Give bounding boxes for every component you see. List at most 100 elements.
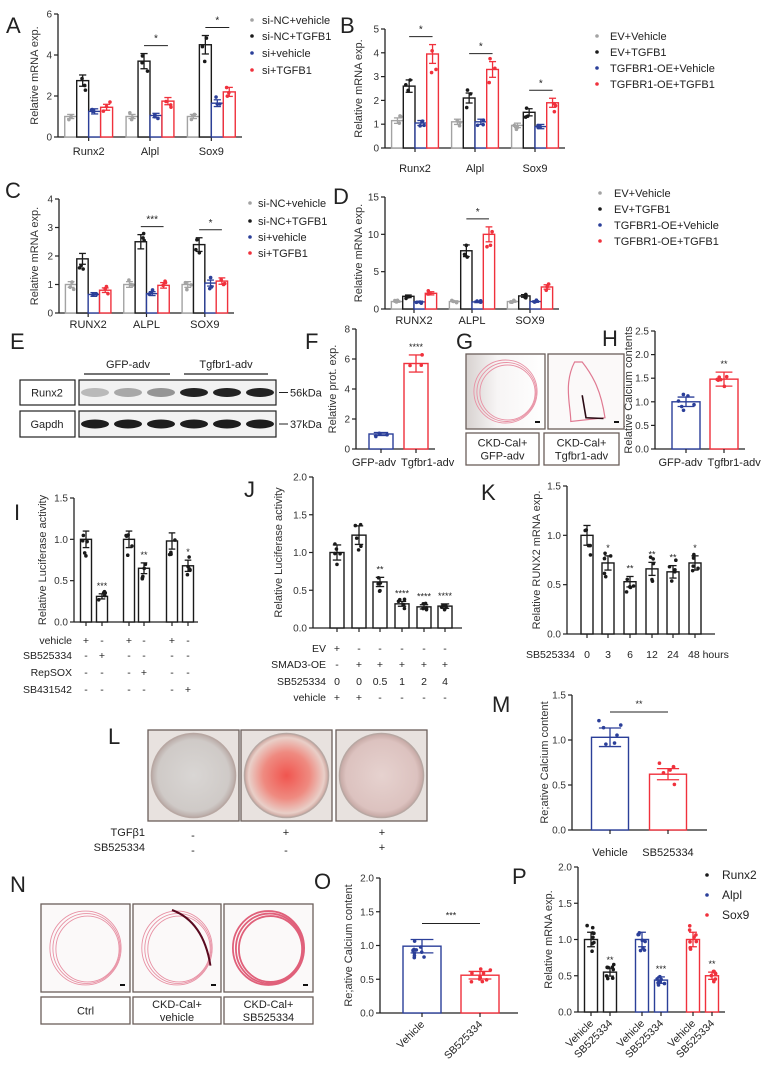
caption-text: vehicle — [160, 1012, 194, 1024]
data-point — [200, 44, 205, 49]
data-point — [106, 291, 110, 296]
data-point — [638, 948, 643, 953]
data-point — [602, 556, 607, 561]
bar — [145, 292, 159, 314]
y-tick-label: 2 — [344, 415, 350, 426]
treatment-mark: + — [379, 827, 385, 839]
data-point — [469, 979, 474, 984]
scale-bar — [211, 984, 216, 986]
data-point — [696, 566, 700, 571]
protein-band — [246, 388, 274, 397]
data-point — [601, 725, 606, 730]
bar — [149, 114, 163, 138]
data-point — [402, 606, 407, 611]
significance-label: * — [209, 218, 213, 229]
data-point — [512, 123, 517, 128]
data-point — [650, 579, 655, 583]
legend-label: TGFBR1-OE+Vehicle — [610, 63, 715, 75]
significance-label: ** — [626, 563, 634, 573]
panel-letter: A — [6, 13, 21, 38]
significance-label: **** — [409, 342, 424, 352]
data-point — [408, 363, 412, 368]
x-category-label: Alpl — [141, 146, 159, 158]
data-point — [84, 554, 88, 558]
bar — [210, 102, 224, 138]
bar — [215, 280, 229, 314]
caption-text: SB525334 — [243, 1012, 294, 1024]
data-point — [512, 298, 516, 303]
data-point — [125, 553, 130, 558]
bar — [402, 85, 416, 149]
data-point — [487, 80, 491, 85]
data-point — [140, 54, 145, 58]
y-tick-label: 1.5 — [293, 510, 307, 521]
y-axis-label: Relative mRNA exp. — [29, 207, 41, 305]
data-point — [465, 255, 470, 259]
data-point — [421, 606, 425, 611]
data-point — [605, 965, 609, 970]
legend-marker — [598, 239, 602, 243]
condition-mark: - — [142, 684, 146, 696]
caption-box — [543, 432, 620, 466]
data-point — [219, 278, 223, 282]
data-point — [356, 548, 361, 552]
y-axis-label: Relative mRNA exp. — [543, 890, 555, 988]
data-point — [419, 363, 424, 368]
data-point — [420, 353, 424, 357]
panel-j-chart: J 0.0 0.5 1.0 1.5 2.0 Relative Luciferase acti… — [244, 473, 462, 704]
vessel-wall — [479, 364, 536, 421]
legend-marker — [248, 251, 252, 255]
data-point — [605, 976, 610, 981]
data-point — [458, 120, 462, 125]
data-point — [490, 229, 494, 234]
bar — [64, 115, 78, 138]
data-point — [508, 300, 513, 304]
data-point — [142, 566, 147, 571]
data-point — [538, 124, 543, 129]
data-point — [376, 576, 381, 580]
caption-text: CKD-Cal+ — [152, 999, 202, 1011]
data-point — [108, 100, 112, 104]
data-point — [628, 585, 632, 589]
legend-label: si-NC+vehicle — [258, 198, 326, 210]
significance-label: * — [539, 78, 543, 89]
condition-mark: - — [443, 643, 447, 655]
data-point — [687, 923, 692, 928]
data-point — [140, 60, 144, 65]
x-category-label: ALPL — [459, 315, 486, 327]
condition-row-label: SB525334 — [23, 650, 72, 662]
legend-marker — [250, 51, 254, 55]
data-point — [457, 123, 462, 128]
caption-box — [40, 996, 131, 1025]
y-tick-label: 5 — [373, 25, 379, 36]
legend-label: Sox9 — [722, 908, 750, 922]
data-point — [615, 733, 619, 737]
y-tick-label: 1 — [373, 120, 379, 131]
data-point — [590, 931, 595, 935]
x-category-label: 24 — [667, 649, 679, 661]
group-label: GFP-adv — [106, 359, 151, 371]
data-point — [592, 940, 596, 945]
legend-label: EV+Vehicle — [614, 188, 671, 200]
legend-marker — [248, 219, 252, 223]
y-axis-label: Relative Calcium contents — [623, 326, 635, 454]
legend-marker — [598, 207, 602, 211]
bar — [546, 102, 560, 149]
data-point — [430, 48, 434, 53]
y-tick-label: 1.0 — [293, 548, 307, 559]
condition-mark: + — [99, 650, 105, 662]
data-point — [141, 231, 146, 236]
y-tick-label: 2 — [46, 92, 52, 103]
protein-band — [114, 419, 142, 429]
data-point — [715, 377, 719, 382]
data-point — [688, 940, 692, 944]
panel-i-chart: I 0.0 0.5 1.0 1.5 Relative Luciferase activit… — [14, 494, 198, 696]
culture-dish — [338, 732, 425, 819]
data-point — [104, 104, 109, 109]
data-point — [420, 119, 425, 123]
y-tick-label: 1.0 — [635, 397, 649, 408]
data-point — [408, 78, 412, 82]
legend-label: si-NC+TGFB1 — [258, 216, 327, 228]
data-point — [692, 402, 696, 407]
